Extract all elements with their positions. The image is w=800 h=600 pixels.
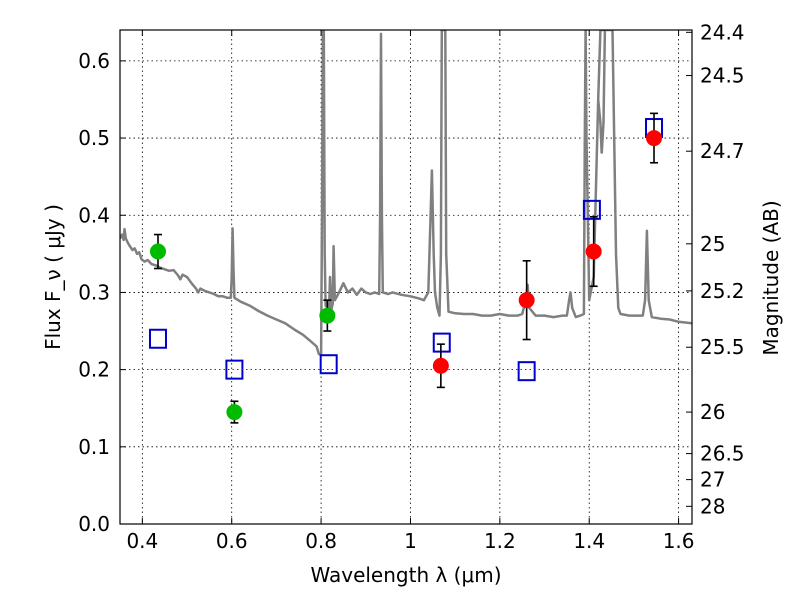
mag-tick-label: 24.4 [700,20,745,44]
mag-tick-label: 24.5 [700,64,745,88]
observed-flux-point [319,307,336,324]
model-photometry-square [148,328,167,349]
y-tick-label: 0.3 [78,280,110,304]
plot-frame [119,29,693,525]
y2-axis-label: Magnitude (AB) [759,200,783,355]
model-photometry-square [225,359,244,380]
mag-tick-label: 25.2 [700,279,745,303]
mag-tick-label: 28 [700,494,725,518]
mag-tick-label: 27 [700,468,725,492]
axis-ticks: 0.4 0.6 0.8 1 1.2 1.4 1.6 0.0 0.1 0.2 0.3 0.4 0.5 0.6… [78,20,744,553]
observed-flux-point [585,243,602,260]
mag-tick-label: 26 [700,400,725,424]
mag-tick-label: 24.7 [700,139,745,163]
model-spectrum-line [120,30,692,356]
x-tick-label: 1.2 [484,529,516,553]
model-spectrum-segment [596,30,607,154]
x-tick-label: 0.8 [305,529,337,553]
x-tick-label: 1.4 [573,529,605,553]
y-tick-label: 0.6 [78,49,110,73]
model-photometry-square [582,199,601,220]
mag-tick-label: 25 [700,232,725,256]
y-tick-label: 0.0 [78,512,110,536]
model-photometry-square [517,361,536,382]
mag-tick-label: 25.5 [700,335,745,359]
observed-flux-point [518,292,535,309]
observed-flux-point [432,357,449,374]
x-tick-label: 0.6 [216,529,248,553]
observed-flux-point [646,130,663,147]
model-photometry-square [319,354,338,375]
y-tick-label: 0.5 [78,126,110,150]
x-tick-label: 1.6 [663,529,695,553]
mag-tick-label: 26.5 [700,442,745,466]
x-tick-label: 0.4 [126,529,158,553]
observed-flux-point [149,243,166,260]
observed-flux-point [226,404,243,421]
x-axis-label: Wavelength λ (μm) [310,563,501,587]
y-tick-label: 0.4 [78,203,110,227]
x-tick-label: 1 [404,529,417,553]
y-axis-label: Flux F_ν ( μJy ) [41,204,65,350]
plot-area [120,30,692,424]
y-tick-label: 0.2 [78,358,110,382]
y-tick-label: 0.1 [78,435,110,459]
model-photometry-square [432,332,451,353]
